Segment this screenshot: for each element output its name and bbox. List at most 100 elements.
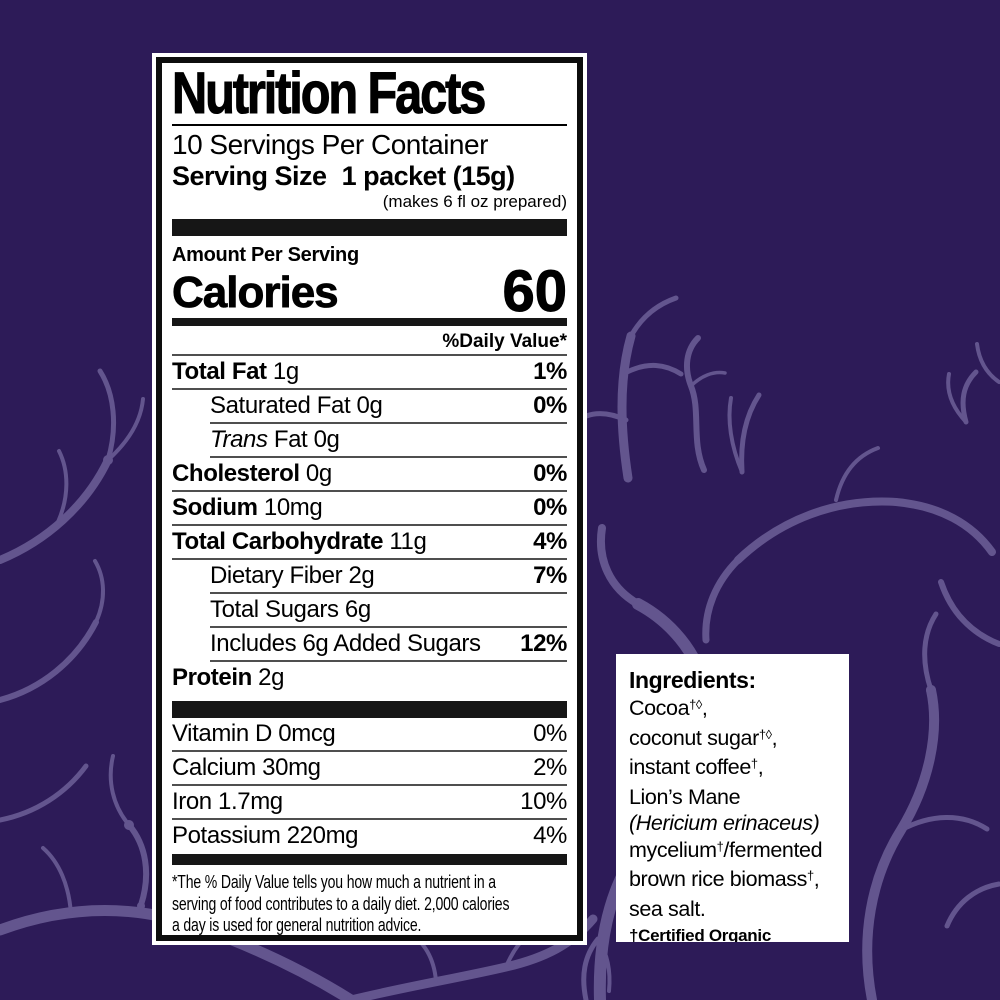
- branch: [41, 846, 73, 916]
- daily-value-percent: 0%: [533, 460, 567, 487]
- row-separator: [172, 354, 567, 356]
- section-bar-calories: [172, 318, 567, 326]
- branch: [0, 763, 89, 823]
- ingredient-line: coconut sugar†◊,: [629, 725, 778, 750]
- row-separator: [210, 592, 567, 594]
- ingredient-line: Lion’s Mane: [629, 784, 741, 809]
- row-separator: [172, 490, 567, 492]
- row-separator: [210, 422, 567, 424]
- branch: [739, 392, 762, 475]
- nutrient-row: Potassium 220mg 4%: [172, 820, 567, 852]
- calories-row: Calories 60: [172, 259, 568, 324]
- branch: [938, 579, 1000, 647]
- nutrient-amount: 30mg: [262, 754, 321, 781]
- branch: [0, 456, 112, 564]
- daily-value-percent: 0%: [533, 720, 567, 747]
- ingredients-lines: Cocoa†◊, coconut sugar†◊, instant coffee†,…: [629, 695, 841, 922]
- nutrient-amount: 2g: [258, 664, 285, 691]
- nutrient-amount: 0g: [313, 426, 340, 453]
- footnote-line: serving of food contributes to a daily d…: [172, 893, 510, 914]
- nutrient-name: Dietary Fiber 2g: [210, 562, 375, 589]
- branch: [126, 822, 150, 908]
- main-nutrient-rows: Total Fat 1g 1% Saturated Fat 0g 0% Trans Fa…: [172, 354, 567, 694]
- nutrient-row: Vitamin D 0mcg 0%: [172, 718, 567, 750]
- daily-value-percent: 1%: [533, 358, 567, 385]
- branch-bud: [633, 599, 643, 609]
- nutrient-row: Total Sugars 6g: [172, 594, 567, 626]
- section-bar-bottom: [172, 854, 567, 865]
- row-separator: [210, 660, 567, 662]
- branch: [975, 342, 1000, 384]
- daily-value-percent: 4%: [533, 822, 567, 849]
- serving-size-value: 1 packet (15g): [341, 161, 516, 191]
- branch: [93, 559, 105, 624]
- nutrient-amount: 10mg: [263, 494, 323, 521]
- branch: [683, 335, 707, 473]
- branch: [702, 556, 742, 644]
- row-separator: [172, 784, 567, 786]
- nutrient-amount: 2g: [348, 562, 375, 589]
- nutrient-name: Iron 1.7mg: [172, 788, 283, 815]
- branch: [960, 369, 979, 425]
- nutrient-amount: 1g: [272, 358, 299, 385]
- ingredients-panel: Ingredients: Cocoa†◊, coconut sugar†◊, ins…: [616, 654, 849, 942]
- branch: [922, 611, 939, 693]
- branch: [898, 815, 990, 833]
- nutrient-name: Total Sugars 6g: [210, 596, 371, 623]
- nutrient-name: Trans Fat 0g: [210, 426, 340, 453]
- ingredient-line: brown rice biomass†,: [629, 867, 820, 891]
- row-separator: [210, 626, 567, 628]
- row-separator: [172, 524, 567, 526]
- branch: [597, 524, 642, 608]
- nutrient-amount: 1.7mg: [218, 788, 283, 815]
- daily-value-percent: 12%: [520, 630, 567, 657]
- daily-value-percent: 10%: [520, 788, 567, 815]
- calories-value: 60: [502, 259, 568, 324]
- nutrient-row: Calcium 30mg 2%: [172, 752, 567, 784]
- branch: [108, 754, 131, 827]
- branch: [892, 498, 996, 556]
- branch: [617, 331, 636, 483]
- branch-bud: [926, 685, 936, 695]
- branch: [689, 370, 727, 388]
- nutrient-row: Cholesterol 0g 0%: [172, 458, 567, 490]
- branch: [624, 363, 684, 377]
- vitamin-mineral-rows: Vitamin D 0mcg 0% Calcium 30mg 2% Iron 1.7mg…: [172, 718, 567, 852]
- row-separator: [172, 388, 567, 390]
- row-separator: [210, 456, 567, 458]
- daily-value-percent: 2%: [533, 754, 567, 781]
- branch: [734, 497, 900, 564]
- amount-per-serving-label: Amount Per Serving: [172, 244, 359, 266]
- branch: [56, 449, 69, 524]
- branch-bud: [103, 455, 113, 465]
- branch: [944, 881, 1000, 929]
- branch: [628, 295, 679, 339]
- nutrient-name: Sodium 10mg: [172, 494, 323, 521]
- nutrient-row: Dietary Fiber 2g 7%: [172, 560, 567, 592]
- nutrient-name: Potassium 220mg: [172, 822, 359, 849]
- nutrient-amount: 6g: [344, 596, 371, 623]
- ingredient-line: sea salt.: [629, 896, 706, 921]
- nutrient-name: Vitamin D 0mcg: [172, 720, 336, 747]
- daily-value-percent: 0%: [533, 494, 567, 521]
- branch: [596, 937, 612, 993]
- nutrient-row: Includes 6g Added Sugars 12%: [172, 628, 567, 660]
- ingredient-line: (Hericium erinaceus): [629, 811, 820, 835]
- nutrient-row: Total Fat 1g 1%: [172, 356, 567, 388]
- daily-value-percent: 7%: [533, 562, 567, 589]
- branch: [862, 685, 940, 1000]
- nutrition-facts-title: Nutrition Facts: [172, 61, 487, 126]
- nutrient-name: Protein 2g: [172, 664, 285, 691]
- calories-label: Calories: [172, 268, 339, 317]
- branch-bud: [137, 902, 145, 910]
- serving-size-row: Serving Size 1 packet (15g): [172, 161, 567, 192]
- serving-size-label: Serving Size: [172, 161, 327, 191]
- nutrient-amount: 0g: [356, 392, 383, 419]
- nutrient-name: Saturated Fat 0g: [210, 392, 383, 419]
- nutrient-amount: 220mg: [286, 822, 359, 849]
- daily-value-percent: 4%: [533, 528, 567, 555]
- branch: [834, 446, 880, 502]
- nutrient-row: Total Carbohydrate 11g 4%: [172, 526, 567, 558]
- ingredient-line: mycelium†/fermented: [629, 837, 823, 862]
